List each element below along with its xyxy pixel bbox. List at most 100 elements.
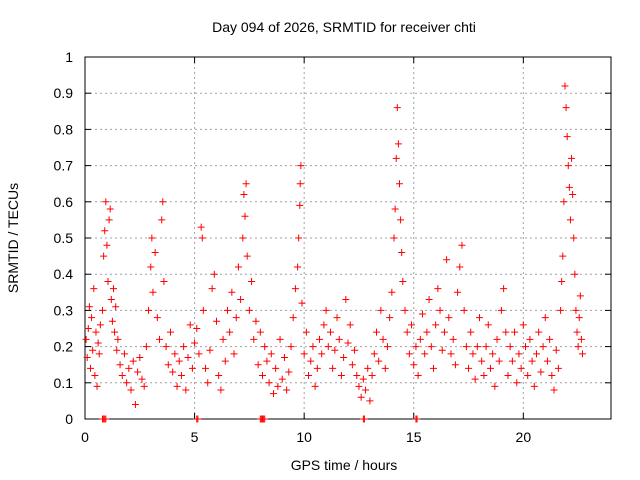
data-point	[103, 241, 111, 249]
data-point	[208, 285, 216, 293]
data-point	[166, 328, 174, 336]
data-point	[329, 364, 337, 372]
data-point	[93, 382, 101, 390]
data-point	[173, 382, 181, 390]
data-point	[579, 350, 587, 358]
data-point	[508, 357, 516, 365]
data-point	[425, 296, 433, 304]
data-point	[177, 372, 185, 380]
data-point	[546, 335, 554, 343]
data-point	[232, 314, 240, 322]
data-point	[469, 350, 477, 358]
grid-lines	[85, 57, 611, 419]
data-point	[493, 335, 501, 343]
data-point	[112, 303, 120, 311]
data-point	[127, 386, 135, 394]
data-point	[368, 372, 376, 380]
data-point	[263, 357, 271, 365]
data-point	[331, 346, 339, 354]
data-point	[410, 361, 418, 369]
data-point	[230, 350, 238, 358]
data-point	[326, 328, 334, 336]
y-tick-label: 0.8	[54, 121, 74, 137]
data-point	[226, 328, 234, 336]
data-point	[480, 372, 488, 380]
data-point	[502, 328, 510, 336]
data-point	[242, 180, 250, 188]
data-point	[140, 382, 148, 390]
data-point	[390, 234, 398, 242]
data-point	[118, 372, 126, 380]
data-point	[202, 364, 210, 372]
data-point	[539, 343, 547, 351]
data-point	[131, 401, 139, 409]
data-point	[159, 198, 167, 206]
data-point	[449, 335, 457, 343]
data-point	[537, 368, 545, 376]
data-point	[109, 285, 117, 293]
data-point	[316, 335, 324, 343]
data-point	[228, 288, 236, 296]
data-point	[577, 335, 585, 343]
y-tick-label: 0.1	[54, 375, 74, 391]
data-point	[440, 328, 448, 336]
data-point	[462, 343, 470, 351]
data-point	[458, 241, 466, 249]
data-point	[85, 303, 93, 311]
data-point	[95, 350, 103, 358]
data-point	[454, 288, 462, 296]
data-point	[149, 288, 157, 296]
data-point	[357, 393, 365, 401]
data-point	[392, 154, 400, 162]
data-point	[254, 361, 262, 369]
data-point	[105, 216, 113, 224]
data-point	[302, 328, 310, 336]
data-point	[151, 248, 159, 256]
data-point	[145, 306, 153, 314]
data-point	[318, 350, 326, 358]
data-point	[554, 364, 562, 372]
data-point	[576, 292, 584, 300]
data-point	[573, 328, 581, 336]
data-point	[423, 328, 431, 336]
data-point	[129, 357, 137, 365]
data-point	[429, 364, 437, 372]
data-point	[522, 343, 530, 351]
data-point	[451, 361, 459, 369]
data-point	[393, 104, 401, 112]
data-point	[213, 317, 220, 325]
data-points	[82, 82, 587, 423]
data-point	[199, 306, 207, 314]
data-point	[574, 343, 582, 351]
data-point	[414, 372, 422, 380]
data-point	[171, 350, 179, 358]
data-point	[377, 306, 385, 314]
data-point	[506, 343, 514, 351]
data-point	[261, 343, 269, 351]
data-point	[153, 314, 161, 322]
data-point	[524, 372, 532, 380]
data-point	[83, 353, 91, 361]
data-point	[194, 415, 202, 423]
data-point	[108, 317, 116, 325]
data-point	[278, 375, 286, 383]
data-point	[564, 162, 572, 170]
data-point	[403, 328, 411, 336]
data-point	[104, 277, 112, 285]
data-point	[559, 252, 567, 260]
data-point	[419, 310, 427, 318]
data-point	[337, 372, 345, 380]
data-point	[147, 263, 155, 271]
data-point	[366, 397, 374, 405]
data-point	[445, 314, 453, 322]
data-point	[309, 343, 317, 351]
data-point	[557, 306, 565, 314]
data-point	[138, 375, 146, 383]
x-tick-label: 5	[191, 429, 199, 445]
data-point	[562, 104, 570, 112]
data-point	[320, 321, 328, 329]
y-tick-label: 1	[65, 49, 73, 65]
data-point	[283, 386, 291, 394]
data-point	[465, 364, 473, 372]
